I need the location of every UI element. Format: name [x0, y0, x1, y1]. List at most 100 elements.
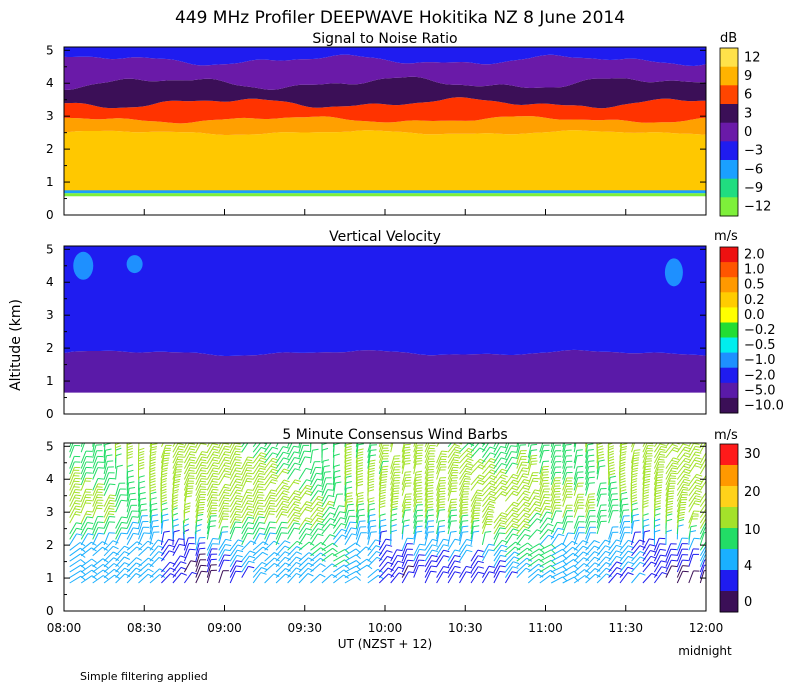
wind-barb: [401, 565, 414, 578]
wind-barb: [92, 516, 104, 529]
wind-barb: [115, 464, 123, 480]
wind-barb: [539, 499, 552, 513]
wind-barb: [447, 487, 458, 502]
y-tick-label: 5: [46, 242, 54, 256]
wind-barb: [264, 494, 277, 507]
snr-heatmap: [64, 47, 706, 197]
wind-barb: [585, 443, 587, 447]
wind-barb: [539, 517, 554, 529]
vv-band-1: [64, 246, 706, 356]
wind-barb: [436, 466, 447, 480]
wind-barb: [172, 466, 183, 480]
wind-barb: [252, 551, 269, 562]
wind-barb: [436, 509, 446, 524]
vv-band-0: [64, 349, 706, 393]
wind-barb: [298, 528, 313, 540]
wind-barb: [264, 521, 276, 535]
wind-barb: [229, 521, 242, 535]
wind-barb: [252, 452, 267, 464]
wind-barb: [516, 443, 519, 447]
wind-barb: [608, 510, 619, 524]
wind-barb: [298, 443, 301, 447]
wind-barb: [218, 462, 232, 475]
colorbar-label: 1.0: [744, 263, 765, 278]
wind-barb: [378, 567, 394, 578]
wind-barb: [504, 462, 519, 475]
wind-barb: [665, 554, 678, 567]
wind-barb: [229, 505, 243, 518]
wind-barb: [390, 455, 401, 469]
wind-barb: [321, 465, 330, 480]
wind-barb: [688, 490, 703, 502]
wind-barb: [161, 573, 177, 584]
colorbar-cell: [720, 307, 738, 323]
wind-barb: [218, 526, 229, 540]
wind-barb: [585, 454, 595, 469]
wind-barb: [470, 525, 480, 540]
wind-barb: [596, 520, 607, 535]
wind-barb: [424, 565, 437, 578]
wind-barb: [390, 492, 400, 507]
wind-barb: [493, 544, 508, 557]
wind-barb: [665, 447, 680, 459]
wind-barb: [550, 461, 562, 475]
wind-barb: [115, 521, 128, 535]
colorbar-label: 0.5: [744, 278, 765, 293]
wind-barb: [160, 538, 175, 551]
wind-barb: [355, 492, 364, 507]
wind-barb: [92, 521, 104, 535]
wind-barb: [103, 510, 116, 524]
wind-barb: [229, 539, 244, 551]
wind-barb: [138, 497, 147, 513]
wind-barb: [321, 483, 333, 496]
wind-barb: [401, 493, 412, 507]
colorbar-cell: [720, 197, 738, 217]
wind-barb: [573, 449, 583, 464]
wind-barb: [298, 573, 314, 584]
wind-barb: [665, 543, 677, 556]
wind-barb: [378, 524, 387, 540]
wind-barb: [264, 457, 279, 469]
wind-barb: [505, 485, 520, 497]
wind-barb: [676, 446, 691, 458]
wind-barb: [562, 443, 564, 447]
wind-barb: [218, 451, 231, 464]
wind-barb: [378, 550, 393, 562]
wind-barb: [585, 540, 600, 551]
wind-barb: [493, 517, 508, 529]
wind-barb: [103, 532, 115, 546]
wind-barb: [596, 482, 607, 496]
wind-barb: [310, 461, 321, 475]
wind-barb: [252, 473, 266, 486]
wind-barb: [562, 488, 573, 502]
wind-barb: [688, 457, 702, 469]
wind-barb: [378, 443, 381, 447]
wind-barb: [218, 505, 230, 518]
wind-barb: [298, 557, 315, 568]
wind-barb: [401, 443, 411, 458]
wind-barb: [321, 547, 338, 557]
wind-barb: [447, 498, 458, 513]
wind-barb: [631, 454, 640, 469]
wind-barb: [115, 488, 126, 502]
wind-barb: [631, 539, 646, 551]
wind-barb: [573, 575, 590, 584]
colorbar-cell: [720, 141, 738, 161]
wind-barb: [401, 504, 412, 518]
wind-barb: [80, 443, 83, 447]
vv-y-axis: 0 1 2 3 4 5: [46, 242, 706, 421]
wind-barb: [631, 572, 646, 584]
wind-barb: [80, 488, 92, 502]
wind-barb: [390, 471, 401, 486]
wind-barb: [138, 515, 148, 529]
y-tick-label: 3: [46, 308, 54, 322]
wind-barb: [470, 549, 484, 562]
wind-barb: [355, 508, 365, 524]
wind-barb: [229, 467, 243, 480]
wind-barb: [619, 497, 628, 513]
wind-barb: [103, 454, 113, 469]
wind-barb: [149, 556, 165, 568]
wind-barb: [355, 514, 365, 529]
wind-barb: [688, 570, 700, 584]
wind-barb: [275, 527, 288, 540]
